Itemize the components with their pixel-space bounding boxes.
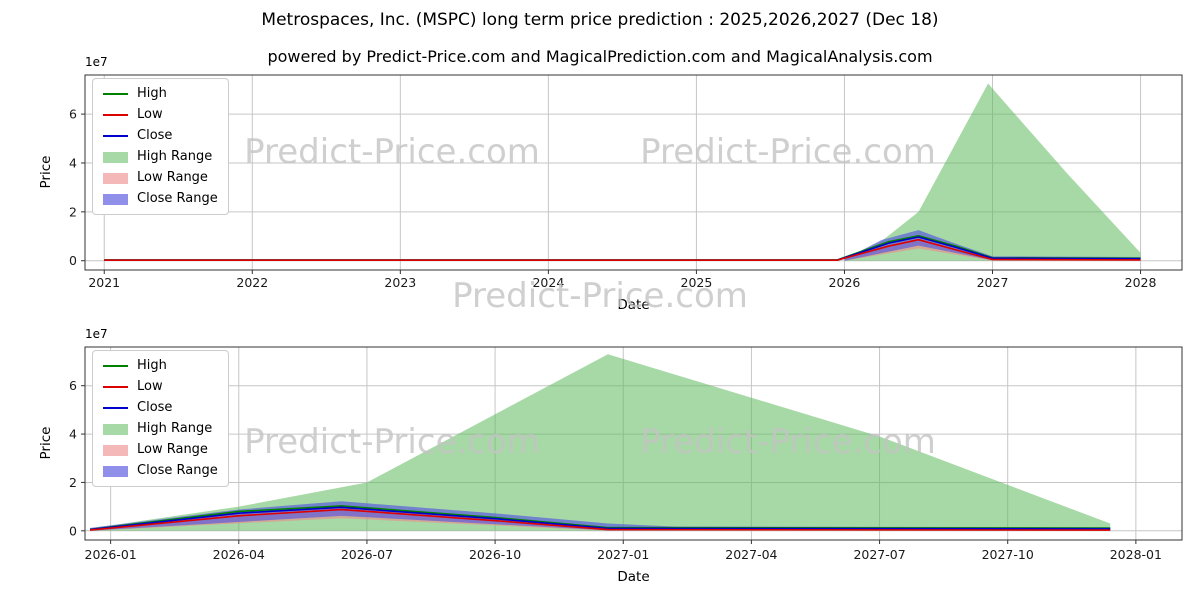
- x-tick-label: 2028-01: [1110, 547, 1162, 562]
- x-tick-label: 2023: [384, 275, 416, 290]
- x-axis-label: Date: [617, 569, 650, 585]
- legend-item-low-range: Low Range: [103, 442, 218, 458]
- low-range-swatch-icon: [103, 444, 128, 456]
- legend-item-high-range: High Range: [103, 421, 218, 437]
- price-chart-full-history: 2021 2022 2023 2024 2025 2026 2027 2028 0 2 4 6: [69, 74, 1183, 290]
- x-tick-label: 2026: [829, 275, 861, 290]
- fill-close-range: [90, 501, 1111, 531]
- x-tick-label: 2026-04: [213, 547, 265, 562]
- low-range-swatch-icon: [103, 172, 128, 184]
- x-tick-label: 2027-01: [597, 547, 649, 562]
- close-range-swatch-icon: [103, 465, 128, 477]
- legend: High Low Close High Range Low Range Close Ran…: [92, 78, 229, 215]
- line-low: [90, 508, 1111, 531]
- legend-item-low-range: Low Range: [103, 170, 218, 186]
- legend-label: Low: [137, 379, 163, 394]
- legend-label: Low: [137, 107, 163, 122]
- y-tick-label: 6: [69, 107, 77, 122]
- legend-label: Low Range: [137, 442, 208, 457]
- chart-subtitle: powered by Predict-Price.com and Magical…: [267, 47, 933, 66]
- low-swatch-icon: [103, 385, 128, 389]
- x-axis-label: Date: [617, 297, 650, 313]
- range-fills: [844, 83, 1141, 261]
- high-range-swatch-icon: [103, 151, 128, 163]
- y-tick-label: 4: [69, 427, 77, 442]
- legend-item-low: Low: [103, 107, 218, 123]
- legend-label: High Range: [137, 421, 213, 436]
- x-tick-label: 2027: [977, 275, 1009, 290]
- y-tick-label: 0: [69, 523, 77, 538]
- legend-label: High Range: [137, 149, 213, 164]
- legend-item-close: Close: [103, 128, 218, 144]
- x-tick-label: 2027-07: [853, 547, 905, 562]
- x-tick-label: 2024: [532, 275, 564, 290]
- x-tick-label: 2021: [88, 275, 120, 290]
- chart-title: Metrospaces, Inc. (MSPC) long term price…: [261, 10, 939, 30]
- series-lines: [104, 234, 1141, 262]
- x-tick-label: 2025: [681, 275, 713, 290]
- x-tick-label: 2026-10: [469, 547, 521, 562]
- legend-item-low: Low: [103, 379, 218, 395]
- y-axis-offset-label: 1e7: [85, 327, 108, 341]
- close-range-swatch-icon: [103, 193, 128, 205]
- ticks: 2026-01 2026-04 2026-07 2026-10 2027-01 2027-…: [69, 378, 1162, 562]
- x-tick-label: 2027-04: [725, 547, 777, 562]
- close-swatch-icon: [103, 134, 128, 138]
- x-tick-label: 2026-07: [341, 547, 393, 562]
- legend-label: Close Range: [137, 463, 218, 478]
- x-tick-label: 2022: [236, 275, 268, 290]
- axes-border: [84, 346, 1183, 541]
- legend-item-close-range: Close Range: [103, 191, 218, 207]
- x-tick-label: 2026-01: [85, 547, 137, 562]
- legend-label: Low Range: [137, 170, 208, 185]
- x-tick-label: 2027-10: [982, 547, 1034, 562]
- legend: High Low Close High Range Low Range Close Ran…: [92, 350, 229, 487]
- low-swatch-icon: [103, 113, 128, 117]
- legend-label: High: [137, 86, 167, 101]
- y-tick-label: 6: [69, 378, 77, 393]
- legend-item-high: High: [103, 86, 218, 102]
- axes-border: [84, 74, 1183, 271]
- legend-item-close-range: Close Range: [103, 463, 218, 479]
- legend-item-close: Close: [103, 400, 218, 416]
- y-axis-offset-label: 1e7: [85, 55, 108, 69]
- fill-high-range: [844, 83, 1141, 261]
- legend-item-high: High: [103, 358, 218, 374]
- legend-item-high-range: High Range: [103, 149, 218, 165]
- ticks: 2021 2022 2023 2024 2025 2026 2027 2028 0 2 4 6: [69, 107, 1156, 290]
- high-range-swatch-icon: [103, 423, 128, 435]
- range-fills: [90, 354, 1111, 531]
- y-tick-label: 0: [69, 253, 77, 268]
- y-tick-label: 2: [69, 204, 77, 219]
- y-tick-label: 2: [69, 475, 77, 490]
- line-close: [90, 506, 1111, 531]
- price-chart-prediction-zoom: 2026-01 2026-04 2026-07 2026-10 2027-01 2027-…: [69, 346, 1183, 562]
- legend-label: High: [137, 358, 167, 373]
- series-lines: [90, 505, 1111, 531]
- legend-label: Close: [137, 400, 173, 415]
- x-tick-label: 2028: [1125, 275, 1157, 290]
- line-low: [104, 238, 1141, 262]
- fill-high-range: [90, 354, 1111, 531]
- legend-label: Close: [137, 128, 173, 143]
- high-swatch-icon: [103, 92, 128, 96]
- close-swatch-icon: [103, 406, 128, 410]
- y-tick-label: 4: [69, 155, 77, 170]
- high-swatch-icon: [103, 364, 128, 368]
- legend-label: Close Range: [137, 191, 218, 206]
